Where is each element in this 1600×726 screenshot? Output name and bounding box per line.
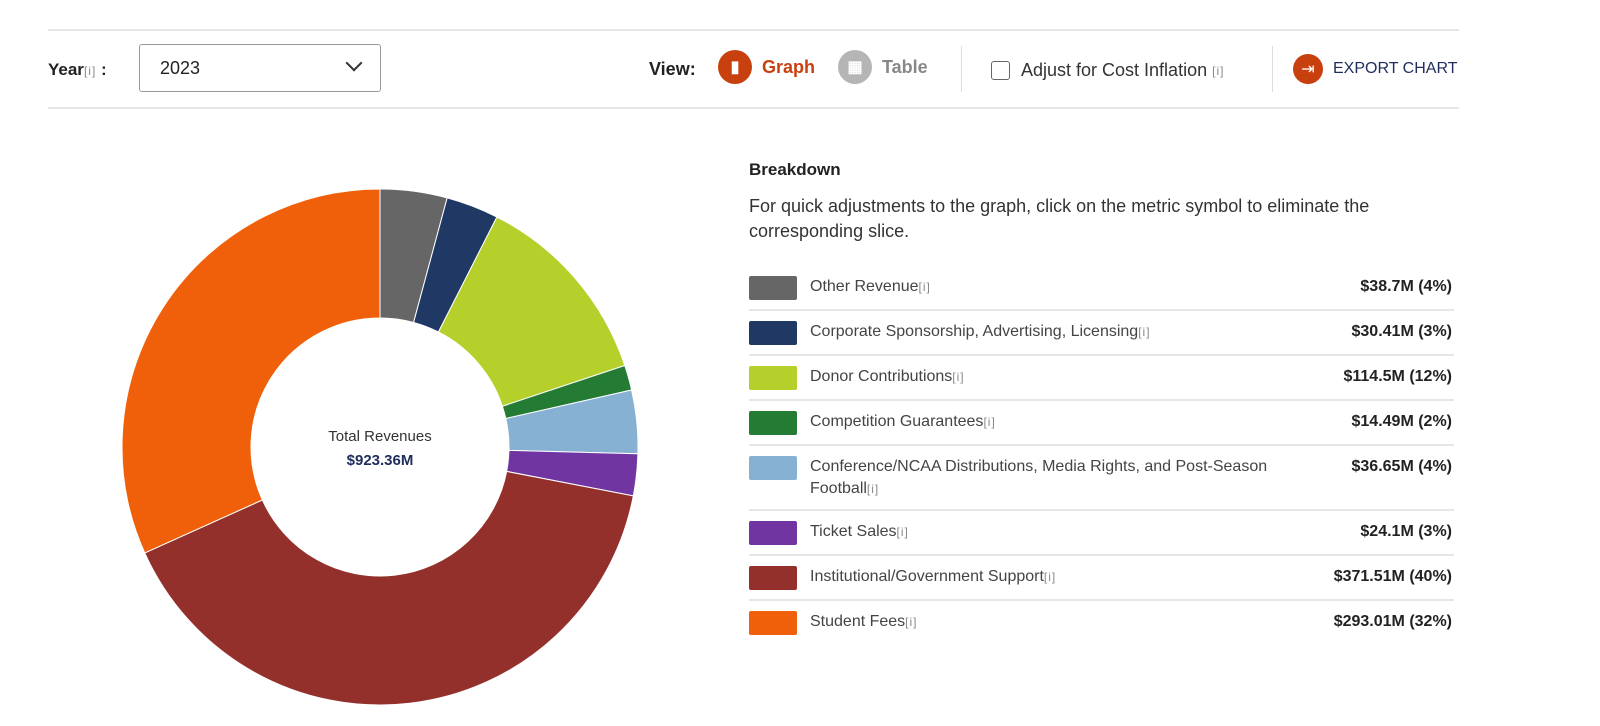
checkbox[interactable]: [991, 61, 1010, 80]
year-value: 2023: [160, 58, 201, 78]
center-value: $923.36M: [346, 452, 414, 469]
legend-value: $114.5M (12%): [1343, 368, 1452, 385]
legend-value: $371.51M (40%): [1333, 568, 1452, 585]
breakdown-title: Breakdown: [749, 160, 841, 179]
info-icon[interactable]: [i]: [952, 370, 965, 384]
metric-symbol[interactable]: [749, 566, 797, 590]
legend-label: Competition Guarantees[i]: [810, 413, 996, 430]
info-icon[interactable]: [i]: [1043, 570, 1057, 584]
legend-value: $293.01M (32%): [1333, 613, 1452, 630]
view-label: View:: [649, 59, 696, 79]
graph-label: Graph: [762, 56, 816, 77]
export-icon: ⇥: [1293, 54, 1323, 84]
separator: [1272, 46, 1273, 92]
separator: [961, 46, 962, 92]
legend-label: Student Fees[i]: [810, 613, 918, 630]
year-select[interactable]: 2023: [139, 44, 381, 92]
legend-item: Ticket Sales[i] $24.1M (3%): [749, 511, 1454, 556]
donut-slice[interactable]: [437, 216, 626, 407]
inflation-label: Adjust for Cost Inflation: [1021, 60, 1208, 80]
legend-item: Student Fees[i] $293.01M (32%): [749, 601, 1454, 644]
legend-item: Corporate Sponsorship, Advertising, Lice…: [749, 311, 1454, 356]
info-icon[interactable]: [i]: [1138, 325, 1151, 339]
legend-value: $38.7M (4%): [1360, 278, 1452, 295]
center-label: Total Revenues: [328, 428, 432, 445]
info-icon[interactable]: [i]: [983, 415, 996, 429]
metric-symbol[interactable]: [749, 321, 797, 345]
table-view-button[interactable]: ▦ Table: [838, 50, 928, 84]
info-icon[interactable]: [i]: [918, 280, 931, 294]
year-label: Year[i] :: [48, 60, 107, 79]
info-icon[interactable]: [i]: [905, 615, 918, 629]
legend-label: Donor Contributions[i]: [810, 368, 965, 385]
export-label: EXPORT CHART: [1333, 60, 1458, 77]
metric-symbol[interactable]: [749, 276, 797, 300]
legend-item: Other Revenue[i] $38.7M (4%): [749, 266, 1454, 311]
graph-view-button[interactable]: ▮ Graph: [718, 50, 815, 84]
legend-label: Corporate Sponsorship, Advertising, Lice…: [810, 323, 1151, 340]
info-icon[interactable]: [i]: [896, 525, 909, 539]
metric-symbol[interactable]: [749, 366, 797, 390]
donut-slice[interactable]: [144, 470, 634, 706]
year-info-icon[interactable]: [i]: [83, 64, 97, 78]
divider: [48, 107, 1459, 109]
breakdown-description: For quick adjustments to the graph, clic…: [749, 196, 1370, 241]
donut-chart: [121, 188, 639, 706]
legend-item: Competition Guarantees[i] $14.49M (2%): [749, 401, 1454, 446]
metric-symbol[interactable]: [749, 411, 797, 435]
metric-symbol[interactable]: [749, 456, 797, 480]
inflation-checkbox[interactable]: Adjust for Cost Inflation [i]: [991, 60, 1224, 81]
legend-value: $30.41M (3%): [1351, 323, 1453, 340]
export-chart-button[interactable]: ⇥ EXPORT CHART: [1293, 54, 1457, 84]
metric-symbol[interactable]: [749, 611, 797, 635]
info-icon[interactable]: [i]: [866, 482, 880, 496]
legend-value: $14.49M (2%): [1351, 413, 1453, 430]
legend-item: Conference/NCAA Distributions, Media Rig…: [749, 446, 1454, 511]
legend-value: $36.65M (4%): [1351, 458, 1453, 475]
legend-item: Donor Contributions[i] $114.5M (12%): [749, 356, 1454, 401]
legend: Other Revenue[i] $38.7M (4%) Corporate Spo…: [749, 266, 1454, 644]
breakdown-panel: Breakdown For quick adjustments to the g…: [749, 160, 1454, 644]
legend-item: Institutional/Government Support[i] $371.…: [749, 556, 1454, 601]
table-icon: ▦: [838, 50, 872, 84]
legend-label: Institutional/Government Support[i]: [810, 568, 1057, 585]
table-label: Table: [882, 56, 928, 77]
divider: [48, 29, 1459, 31]
legend-label: Conference/NCAA Distributions, Media Rig…: [810, 458, 1268, 497]
legend-label: Ticket Sales[i]: [810, 523, 909, 540]
legend-value: $24.1M (3%): [1360, 523, 1452, 540]
legend-label: Other Revenue[i]: [810, 278, 931, 295]
toolbar: Year[i] : 2023 View: ▮ Graph ▦ Table Adjus…: [48, 30, 1459, 108]
metric-symbol[interactable]: [749, 521, 797, 545]
inflation-info-icon[interactable]: [i]: [1212, 63, 1225, 78]
bar-chart-icon: ▮: [718, 50, 752, 84]
donut-slice[interactable]: [121, 188, 381, 554]
